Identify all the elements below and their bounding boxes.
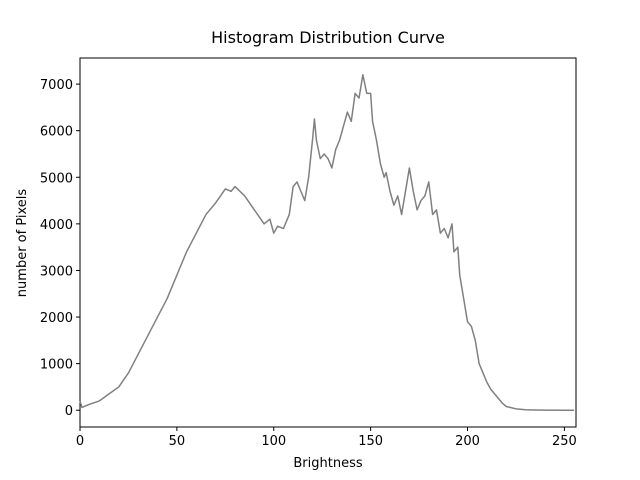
y-axis-label: number of Pixels bbox=[15, 189, 30, 298]
x-tick-label: 100 bbox=[261, 434, 286, 449]
data-line bbox=[79, 74, 575, 411]
x-tick-label: 0 bbox=[76, 434, 84, 449]
x-tick-label: 250 bbox=[552, 434, 577, 449]
chart-title: Histogram Distribution Curve bbox=[211, 28, 445, 47]
x-axis-label: Brightness bbox=[293, 456, 362, 471]
y-tick-label: 3000 bbox=[40, 264, 73, 279]
y-tick-label: 0 bbox=[65, 404, 73, 419]
y-tick-label: 4000 bbox=[40, 218, 73, 233]
y-tick-label: 7000 bbox=[40, 78, 73, 93]
y-tick-label: 5000 bbox=[40, 171, 73, 186]
x-tick-label: 150 bbox=[358, 434, 383, 449]
x-tick-label: 200 bbox=[455, 434, 480, 449]
y-tick-label: 2000 bbox=[40, 311, 73, 326]
x-tick-label: 50 bbox=[169, 434, 186, 449]
y-tick-label: 1000 bbox=[40, 358, 73, 373]
y-tick-label: 6000 bbox=[40, 125, 73, 140]
plot-frame bbox=[79, 57, 577, 428]
